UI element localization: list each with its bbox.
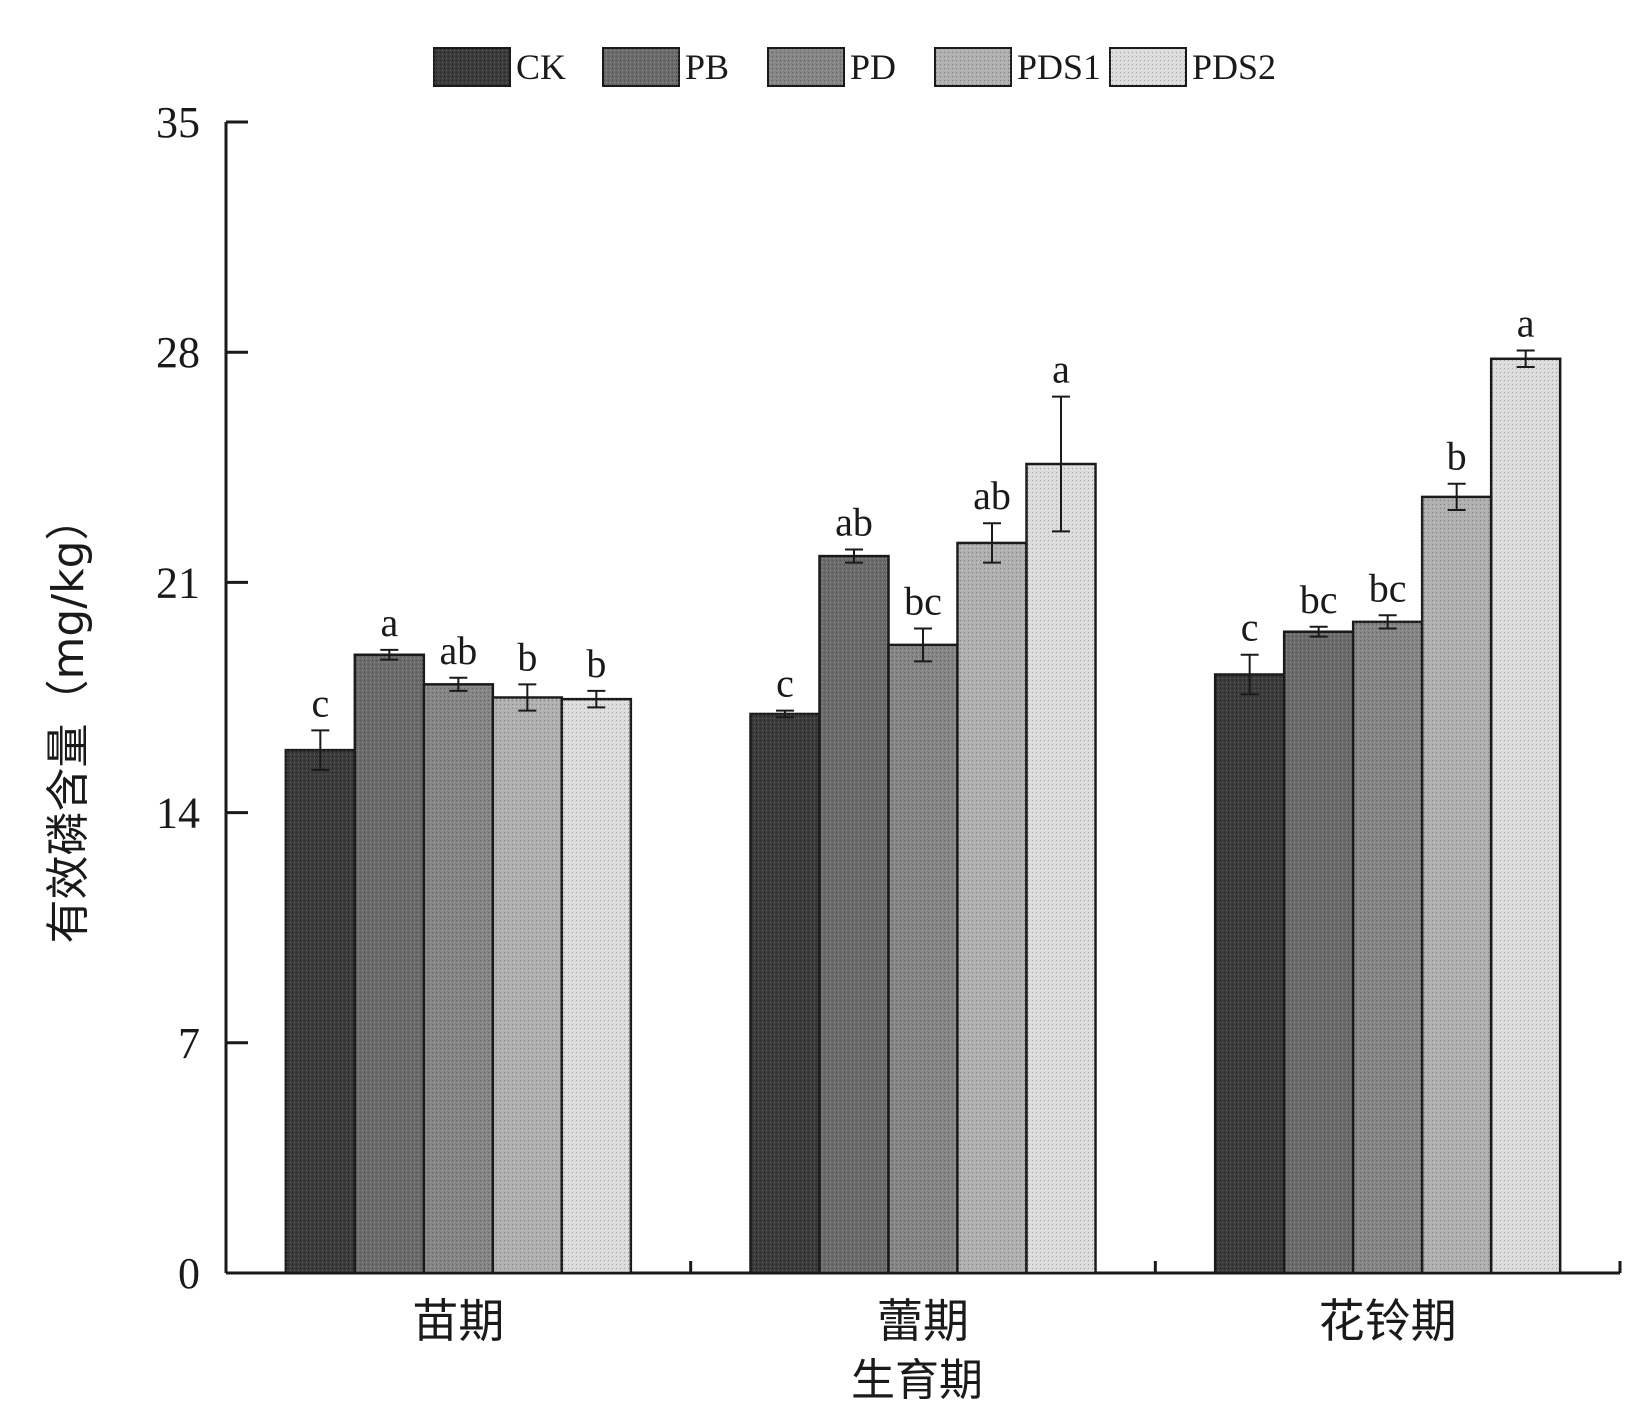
significance-label: bc xyxy=(904,578,942,623)
y-axis-title: 有效磷含量（mg/kg） xyxy=(43,496,94,943)
significance-label: a xyxy=(380,600,398,645)
y-tick-label: 14 xyxy=(156,789,200,838)
legend-swatch-texture xyxy=(603,48,679,86)
y-tick-label: 21 xyxy=(156,558,200,607)
significance-label: a xyxy=(1517,301,1535,346)
y-axis: 0 7 14 21 28 35 xyxy=(156,98,248,1298)
y-tick-label: 35 xyxy=(156,98,200,147)
legend-label: PDS1 xyxy=(1017,47,1101,87)
bar-texture xyxy=(1284,631,1354,1273)
x-axis-title: 生育期 xyxy=(851,1355,983,1406)
legend-label: PDS2 xyxy=(1192,47,1276,87)
bar-texture xyxy=(888,644,958,1273)
bar-texture xyxy=(1353,621,1423,1273)
x-category-label: 苗期 xyxy=(412,1296,504,1347)
bar-texture xyxy=(750,713,820,1273)
x-category-label: 蕾期 xyxy=(877,1296,969,1347)
legend-swatch-texture xyxy=(434,48,510,86)
bar-texture xyxy=(285,750,355,1273)
bar-texture xyxy=(1215,674,1285,1273)
significance-label: c xyxy=(311,680,329,725)
significance-label: c xyxy=(1241,605,1259,650)
bar-texture xyxy=(957,542,1027,1273)
bar-texture xyxy=(1422,496,1492,1273)
bar-texture xyxy=(819,556,889,1273)
y-tick-label: 0 xyxy=(178,1249,200,1298)
significance-label: c xyxy=(776,661,794,706)
significance-label: bc xyxy=(1300,577,1338,622)
x-category-label: 花铃期 xyxy=(1319,1296,1457,1347)
bar-texture xyxy=(1491,358,1561,1274)
legend-label: PD xyxy=(850,47,896,87)
significance-label: b xyxy=(586,641,606,686)
bar-texture xyxy=(561,699,631,1273)
bar-texture xyxy=(492,697,562,1273)
legend: CK PB PD PDS1 PDS2 xyxy=(433,47,1276,87)
legend-swatch-texture xyxy=(1110,48,1186,86)
y-tick-label: 28 xyxy=(156,328,200,377)
significance-label: bc xyxy=(1369,565,1407,610)
bar-texture xyxy=(1026,464,1096,1273)
significance-label: b xyxy=(1447,434,1467,479)
significance-label: ab xyxy=(973,473,1011,518)
legend-label: CK xyxy=(516,47,566,87)
legend-swatch-texture xyxy=(768,48,844,86)
significance-label: a xyxy=(1052,347,1070,392)
significance-label: b xyxy=(517,634,537,679)
legend-label: PB xyxy=(685,47,729,87)
significance-label: ab xyxy=(835,500,873,545)
y-tick-label: 7 xyxy=(178,1019,200,1068)
significance-label: ab xyxy=(439,628,477,673)
bar-texture xyxy=(423,684,493,1273)
legend-swatch-texture xyxy=(935,48,1011,86)
bar-texture xyxy=(354,654,424,1273)
